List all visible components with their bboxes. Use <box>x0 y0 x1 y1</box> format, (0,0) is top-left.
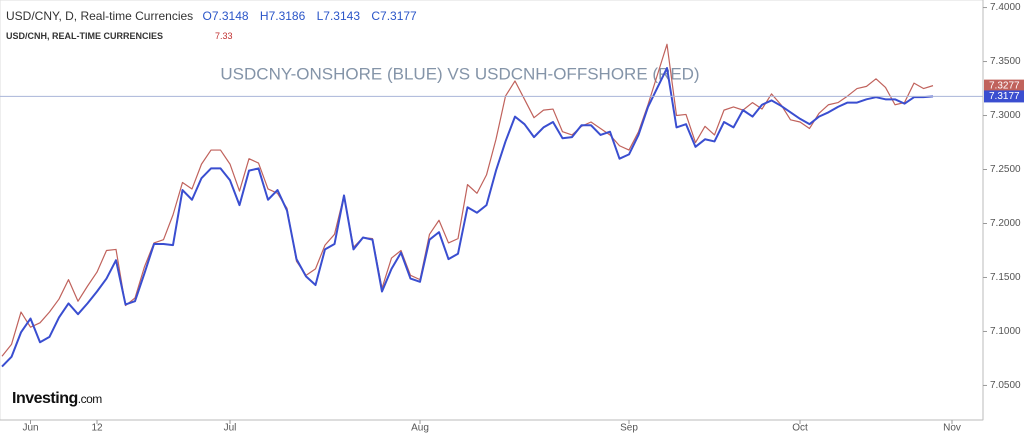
second-value: 7.33 <box>215 31 233 41</box>
x-tick-label: Sep <box>620 423 638 434</box>
symbol: USD/CNY, D, Real-time Currencies <box>6 9 194 23</box>
y-tick-label: 7.0500 <box>990 380 1021 391</box>
x-tick-label: Aug <box>411 423 429 434</box>
close: C7.3177 <box>371 9 417 23</box>
y-tick-label: 7.4000 <box>990 2 1021 13</box>
open: O7.3148 <box>202 9 249 23</box>
logo-main: Investing <box>12 390 78 407</box>
y-tick-label: 7.1500 <box>990 272 1021 283</box>
price-tag <box>984 90 1024 103</box>
line-series <box>1 43 934 357</box>
chart-title: USDCNY-ONSHORE (BLUE) VS USDCNH-OFFSHORE… <box>220 64 699 83</box>
second-header: USD/CNH, REAL-TIME CURRENCIES 7.33 <box>6 31 233 41</box>
price-tag-label: 7.3277 <box>989 80 1020 91</box>
y-tick-label: 7.2000 <box>990 218 1021 229</box>
x-tick-label: Jul <box>224 423 237 434</box>
y-tick-label: 7.2500 <box>990 164 1021 175</box>
logo: Investing.com <box>12 390 102 408</box>
low: L7.3143 <box>316 9 361 23</box>
second-symbol: USD/CNH, REAL-TIME CURRENCIES <box>6 31 164 41</box>
price-tag <box>984 79 1024 92</box>
plot-frame <box>0 0 984 421</box>
x-tick-label: Oct <box>792 423 808 434</box>
y-tick-label: 7.3500 <box>990 56 1021 67</box>
x-tick-label: Nov <box>943 423 961 434</box>
price-tag-label: 7.3177 <box>989 91 1020 102</box>
high: H7.3186 <box>259 9 306 23</box>
x-tick-label: Jun <box>22 423 38 434</box>
y-tick-label: 7.3000 <box>990 110 1021 121</box>
y-tick-label: 7.1000 <box>990 326 1021 337</box>
header: USD/CNY, D, Real-time Currencies O7.3148… <box>6 9 425 23</box>
line-series <box>1 67 934 368</box>
x-tick-label: 12 <box>91 423 103 434</box>
logo-suffix: .com <box>77 392 103 406</box>
